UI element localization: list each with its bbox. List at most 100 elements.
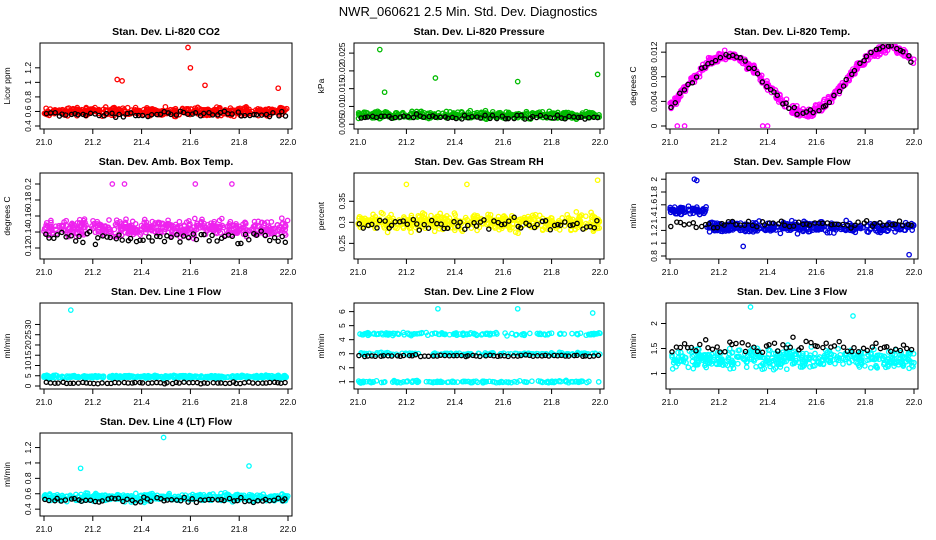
series-point bbox=[471, 212, 478, 219]
y-axis-label: ml/min bbox=[628, 203, 638, 228]
x-tick-label: 21.2 bbox=[711, 397, 728, 407]
series-point bbox=[696, 208, 703, 214]
reference-point bbox=[139, 112, 146, 119]
series-point bbox=[106, 374, 113, 381]
series-point bbox=[529, 378, 535, 385]
series-point bbox=[143, 229, 149, 236]
series-point bbox=[748, 349, 755, 356]
series-point bbox=[186, 373, 192, 380]
series-point bbox=[866, 356, 872, 363]
series-point bbox=[678, 204, 685, 211]
reference-point bbox=[840, 344, 847, 350]
reference-point bbox=[432, 114, 439, 121]
x-tick-label: 21.2 bbox=[398, 267, 415, 277]
series-point bbox=[452, 330, 459, 337]
reference-point bbox=[99, 380, 105, 386]
reference-point bbox=[198, 231, 204, 238]
series-point bbox=[242, 219, 249, 226]
reference-point bbox=[884, 344, 890, 350]
series-point bbox=[83, 104, 90, 111]
reference-point bbox=[690, 220, 697, 226]
series-point bbox=[90, 217, 96, 224]
reference-point bbox=[896, 218, 903, 224]
reference-point bbox=[400, 352, 407, 359]
y-tick-label: 0.2 bbox=[23, 178, 33, 190]
reference-point bbox=[885, 44, 892, 49]
reference-point bbox=[70, 380, 77, 387]
series-point bbox=[562, 378, 568, 385]
y-tick-label: 0 bbox=[649, 123, 659, 128]
data-points bbox=[355, 177, 603, 237]
series-point bbox=[900, 363, 907, 369]
reference-point bbox=[868, 49, 874, 56]
reference-point bbox=[116, 380, 122, 386]
y-axis-label: ml/min bbox=[628, 333, 638, 358]
reference-point bbox=[551, 115, 558, 121]
series-point bbox=[282, 226, 289, 233]
reference-point bbox=[741, 222, 748, 228]
reference-point bbox=[881, 344, 888, 350]
reference-point bbox=[705, 344, 711, 351]
x-tick-label: 21.0 bbox=[350, 137, 367, 147]
series-point bbox=[372, 213, 379, 220]
series-point bbox=[756, 354, 763, 361]
series-point bbox=[728, 359, 735, 366]
series-point bbox=[100, 373, 107, 380]
reference-point bbox=[185, 234, 192, 241]
x-tick-label: 21.0 bbox=[350, 267, 367, 277]
panel-3: Stan. Dev. Li-820 Temp.degrees C21.0 21.2… bbox=[628, 26, 923, 147]
series-point bbox=[573, 209, 580, 215]
reference-point bbox=[477, 353, 483, 360]
series-point bbox=[175, 374, 182, 380]
outlier-point bbox=[121, 181, 128, 187]
reference-point bbox=[571, 352, 577, 359]
series-point bbox=[385, 350, 392, 356]
reference-point bbox=[198, 381, 204, 387]
plot-frame bbox=[665, 172, 919, 260]
series-point bbox=[188, 106, 194, 113]
reference-point bbox=[555, 221, 561, 228]
reference-point bbox=[498, 221, 505, 228]
reference-point bbox=[751, 65, 757, 72]
series-point bbox=[274, 222, 281, 228]
reference-point bbox=[116, 232, 122, 238]
x-tick-label: 21.8 bbox=[543, 397, 560, 407]
reference-point bbox=[63, 112, 69, 118]
series-point bbox=[461, 378, 467, 385]
series-point bbox=[113, 217, 120, 224]
y-tick-label: 25 bbox=[23, 330, 33, 340]
panel-title: Stan. Dev. Gas Stream RH bbox=[414, 156, 543, 168]
reference-point bbox=[270, 110, 276, 116]
reference-point bbox=[469, 113, 475, 120]
x-tick-label: 21.4 bbox=[759, 267, 776, 277]
reference-point bbox=[392, 114, 398, 121]
series-point bbox=[82, 224, 88, 231]
reference-point bbox=[253, 232, 260, 238]
reference-point bbox=[771, 89, 777, 95]
series-point bbox=[147, 226, 154, 233]
reference-point bbox=[702, 64, 708, 70]
reference-point bbox=[677, 90, 683, 96]
series-point bbox=[372, 225, 378, 232]
series-point bbox=[775, 361, 782, 368]
series-point bbox=[532, 211, 539, 218]
reference-point bbox=[494, 353, 501, 360]
series-point bbox=[728, 225, 734, 232]
series-point bbox=[132, 497, 138, 504]
reference-point bbox=[149, 380, 155, 386]
reference-point bbox=[201, 110, 207, 117]
plot-frame bbox=[353, 172, 605, 260]
series-point bbox=[821, 352, 828, 359]
panel-title: Stan. Dev. Sample Flow bbox=[733, 156, 851, 168]
series-point bbox=[65, 225, 72, 232]
reference-point bbox=[754, 224, 760, 230]
series-point bbox=[493, 379, 500, 386]
series-point bbox=[508, 379, 515, 386]
reference-point bbox=[681, 340, 688, 347]
reference-point bbox=[764, 83, 770, 90]
series-point bbox=[753, 226, 760, 232]
series-point bbox=[279, 220, 286, 226]
reference-point bbox=[465, 353, 471, 359]
reference-point bbox=[774, 92, 781, 99]
